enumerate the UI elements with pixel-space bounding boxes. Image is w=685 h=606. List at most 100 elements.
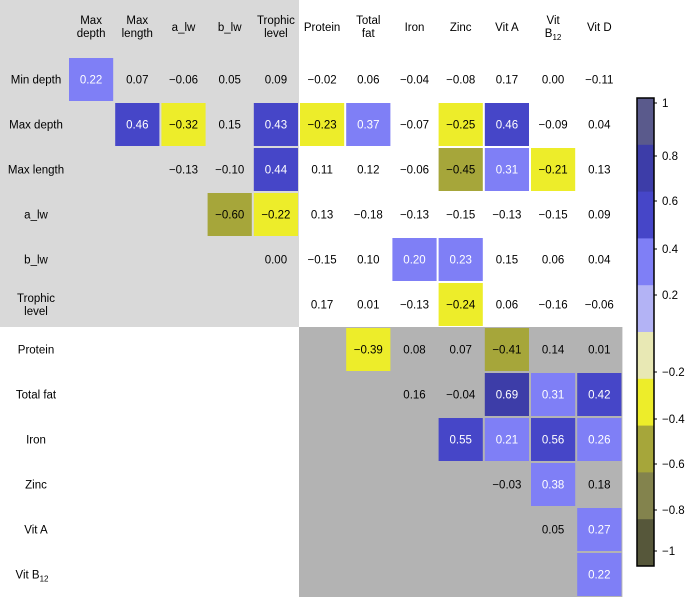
cell-value-label: 0.06	[496, 300, 518, 312]
column-label: a_lw	[172, 22, 196, 34]
cell-value-label: −0.03	[492, 480, 521, 492]
cell-value-label: −0.08	[446, 75, 475, 87]
heatmap-cell	[438, 148, 483, 191]
cell-value-label: −0.15	[308, 255, 337, 267]
row-label: Trophic level	[17, 293, 55, 318]
cell-value-label: −0.21	[539, 165, 568, 177]
colorbar-tick-label: 0.8	[662, 151, 678, 163]
cell-value-label: 0.09	[588, 210, 610, 222]
heatmap-cell	[531, 463, 576, 506]
column-label: Zinc	[450, 22, 472, 34]
cell-value-label: 0.46	[496, 120, 518, 132]
cell-value-label: −0.15	[539, 210, 568, 222]
colorbar-band	[637, 519, 654, 567]
heatmap-cell	[253, 193, 298, 236]
cell-value-label: 0.05	[542, 525, 564, 537]
heatmap-cell	[531, 373, 576, 416]
heatmap-cell	[577, 553, 622, 596]
heatmap-cell	[438, 418, 483, 461]
cell-value-label: 0.23	[450, 255, 472, 267]
cell-value-label: 0.18	[588, 480, 610, 492]
cell-value-label: 0.01	[357, 300, 379, 312]
heatmap-cell	[484, 373, 529, 416]
heatmap-cell	[531, 148, 576, 191]
colorbar-tick-label: 0.6	[662, 196, 678, 208]
cell-value-label: 0.13	[588, 165, 610, 177]
cell-value-label: 0.00	[542, 75, 564, 87]
row-label: Iron	[26, 435, 46, 447]
cell-value-label: −0.13	[400, 300, 429, 312]
heatmap-cell	[484, 328, 529, 371]
row-label: Min depth	[11, 75, 62, 87]
column-label: Total fat	[356, 15, 380, 40]
cell-value-label: 0.09	[265, 75, 287, 87]
heatmap-cell	[438, 283, 483, 326]
cell-value-label: 0.31	[496, 165, 518, 177]
cell-value-label: −0.41	[492, 345, 521, 357]
cell-value-label: 0.31	[542, 390, 564, 402]
cell-value-label: 0.69	[496, 390, 518, 402]
cell-value-label: 0.08	[403, 345, 425, 357]
cell-value-label: 0.13	[311, 210, 333, 222]
heatmap-cell	[300, 103, 345, 146]
cell-value-label: −0.15	[446, 210, 475, 222]
heatmap-cell	[484, 103, 529, 146]
column-label: Protein	[304, 22, 340, 34]
heatmap-cell	[69, 58, 114, 101]
heatmap-cell	[253, 103, 298, 146]
cell-value-label: −0.13	[169, 165, 198, 177]
cell-value-label: −0.18	[354, 210, 383, 222]
heatmap-cell	[392, 238, 437, 281]
cell-value-label: 0.21	[496, 435, 518, 447]
cell-value-label: 0.43	[265, 120, 287, 132]
cell-value-label: 0.01	[588, 345, 610, 357]
row-label: Max depth	[9, 120, 63, 132]
cell-value-label: −0.32	[169, 120, 198, 132]
cell-value-label: 0.05	[219, 75, 241, 87]
cell-value-label: 0.42	[588, 390, 610, 402]
cell-value-label: 0.07	[450, 345, 472, 357]
heatmap-cell	[161, 103, 206, 146]
colorbar-tick-label: 0.4	[662, 244, 679, 256]
colorbar-band	[637, 332, 654, 380]
column-label: Vit B12	[545, 15, 562, 42]
cell-value-label: 0.00	[265, 255, 287, 267]
cell-value-label: −0.02	[308, 75, 337, 87]
column-label: Vit A	[495, 22, 519, 34]
cell-value-label: −0.06	[400, 165, 429, 177]
cell-value-label: 0.07	[126, 75, 148, 87]
cell-value-label: −0.39	[354, 345, 383, 357]
column-label: Max length	[122, 15, 153, 40]
cell-value-label: −0.16	[539, 300, 568, 312]
cell-value-label: 0.10	[357, 255, 379, 267]
trait-block-background	[0, 0, 299, 327]
heatmap-cell	[484, 148, 529, 191]
row-label: Total fat	[16, 390, 57, 402]
row-label: b_lw	[24, 255, 48, 267]
cell-value-label: −0.13	[400, 210, 429, 222]
cell-value-label: 0.04	[588, 255, 611, 267]
cell-value-label: −0.13	[492, 210, 521, 222]
colorbar-band	[637, 98, 654, 146]
cell-value-label: 0.27	[588, 525, 610, 537]
cell-value-label: 0.16	[403, 390, 425, 402]
row-label: a_lw	[24, 210, 48, 222]
heatmap-cell	[253, 148, 298, 191]
cell-value-label: 0.06	[357, 75, 379, 87]
cell-value-label: 0.15	[496, 255, 518, 267]
cell-value-label: −0.04	[446, 390, 476, 402]
cell-value-label: 0.22	[80, 75, 102, 87]
column-label: Vit D	[587, 22, 612, 34]
cell-value-label: 0.56	[542, 435, 564, 447]
heatmap-cell	[484, 418, 529, 461]
colorbar-tick-label: −0.2	[662, 367, 685, 379]
cell-value-label: 0.46	[126, 120, 148, 132]
cell-value-label: 0.17	[496, 75, 518, 87]
cell-value-label: 0.55	[450, 435, 472, 447]
heatmap-cell	[438, 238, 483, 281]
cell-value-label: 0.15	[219, 120, 241, 132]
colorbar-tick-label: 1	[662, 98, 668, 110]
heatmap-cell	[577, 508, 622, 551]
cell-value-label: −0.23	[308, 120, 337, 132]
